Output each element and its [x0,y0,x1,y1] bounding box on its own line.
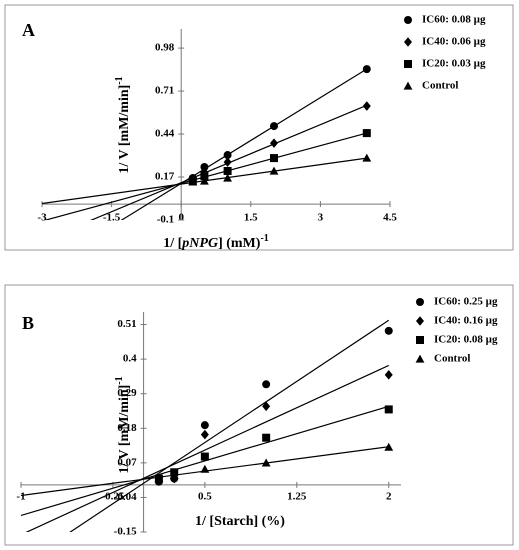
legend-marker [403,81,413,90]
data-point [188,177,198,186]
panel: -1 -0.25 0.5 1.25 2-0.15-0.040.070.180.290.4… [4,284,514,546]
legend-marker [416,336,424,344]
data-point [200,464,210,473]
data-point [362,65,371,74]
x-tick-label: 3 [318,212,324,224]
data-point [270,154,278,163]
x-tick-label: 0.5 [198,490,212,502]
legend-label: IC60: 0.08 µg [422,14,486,26]
y-tick-label: 0.17 [155,171,175,183]
data-point [384,405,393,414]
data-point [362,129,371,138]
x-tick-label: 0 [178,212,184,224]
y-axis-label: 1/ V [mM/min]-1 [114,376,132,473]
legend-marker [404,16,412,24]
data-point [200,176,209,185]
data-point [154,474,164,483]
data-point [200,429,209,440]
x-axis-label-part: -1 [260,233,268,244]
x-tick-label: 1.25 [287,490,307,502]
y-tick-label: -0.1 [157,214,174,226]
data-point [223,166,232,175]
trendline [25,364,389,532]
data-point [262,433,271,442]
data-point [362,101,371,111]
legend-label: IC20: 0.03 µg [422,58,486,70]
y-axis-label-part: -1 [114,376,125,384]
legend-marker [404,37,412,47]
data-point [269,166,279,175]
legend-label: Control [434,353,470,365]
data-point [261,458,271,467]
x-tick-label: -3 [37,212,47,224]
x-tick-label: 1.5 [244,212,258,224]
y-tick-label: 0.44 [155,128,175,140]
y-tick-label: 0.4 [123,353,137,365]
panel-border [4,284,514,546]
trendline [21,405,389,517]
panel: -3 -1.5 0 1.5 3 4.5 -0.1 0.17 0.44 0.71 0.98 A 1/ [p… [4,4,514,251]
legend-label: IC40: 0.06 µg [422,36,486,48]
y-tick-label: 0.98 [155,42,175,54]
data-point [200,421,209,430]
y-axis-label: 1/ V [mM/min]-1 [114,76,132,173]
x-axis-label: 1/ [Starch] (%) [195,514,285,529]
legend-label: IC40: 0.16 µg [434,315,498,327]
legend-label: IC20: 0.08 µg [434,334,498,346]
y-axis-label-part: 1/ V [mM/min] [117,85,132,174]
y-axis-label-part: -1 [114,76,125,84]
data-point [200,162,209,171]
panel-border [4,4,514,251]
trendline [69,319,390,532]
x-tick-label: -1.5 [103,212,121,224]
data-point [200,172,209,181]
y-tick-label: 0.71 [155,85,174,97]
y-tick-label: -0.15 [114,526,137,538]
data-point [262,401,271,412]
legend-marker [404,60,412,68]
panel-label: B [22,313,34,333]
data-point [262,380,271,389]
data-point [223,173,232,182]
x-axis-label-part: pNPG [181,236,218,251]
x-tick-label: 2 [386,490,392,502]
y-tick-label: 0.29 [117,387,137,399]
x-axis-label-part: ] (mM) [218,236,261,251]
data-point [200,452,209,461]
panel-label: A [22,20,35,40]
x-axis-label-part: 1/ [ [163,236,182,251]
data-point [384,326,393,335]
legend-label: IC60: 0.25 µg [434,296,498,308]
legend-label: Control [422,80,458,92]
data-point [362,153,372,162]
data-point [384,370,393,380]
data-point [223,157,232,167]
x-tick-label: -1 [16,490,25,502]
data-point [384,442,394,451]
y-tick-label: 0.18 [117,422,137,434]
x-axis-label-part: 1/ [Starch] (%) [195,514,285,529]
legend-marker [415,354,425,363]
data-point [223,151,232,160]
data-point [169,471,179,480]
y-tick-label: 0.07 [117,456,137,468]
x-tick-label: 4.5 [383,212,397,224]
data-point [270,138,278,148]
legend-marker [416,316,424,326]
x-axis-label: 1/ [pNPG] (mM)-1 [163,233,269,251]
y-tick-label: 0.51 [117,318,136,330]
data-point [270,122,278,131]
y-axis-label-part: 1/ V [mM/min] [117,385,132,474]
legend-marker [416,298,424,306]
